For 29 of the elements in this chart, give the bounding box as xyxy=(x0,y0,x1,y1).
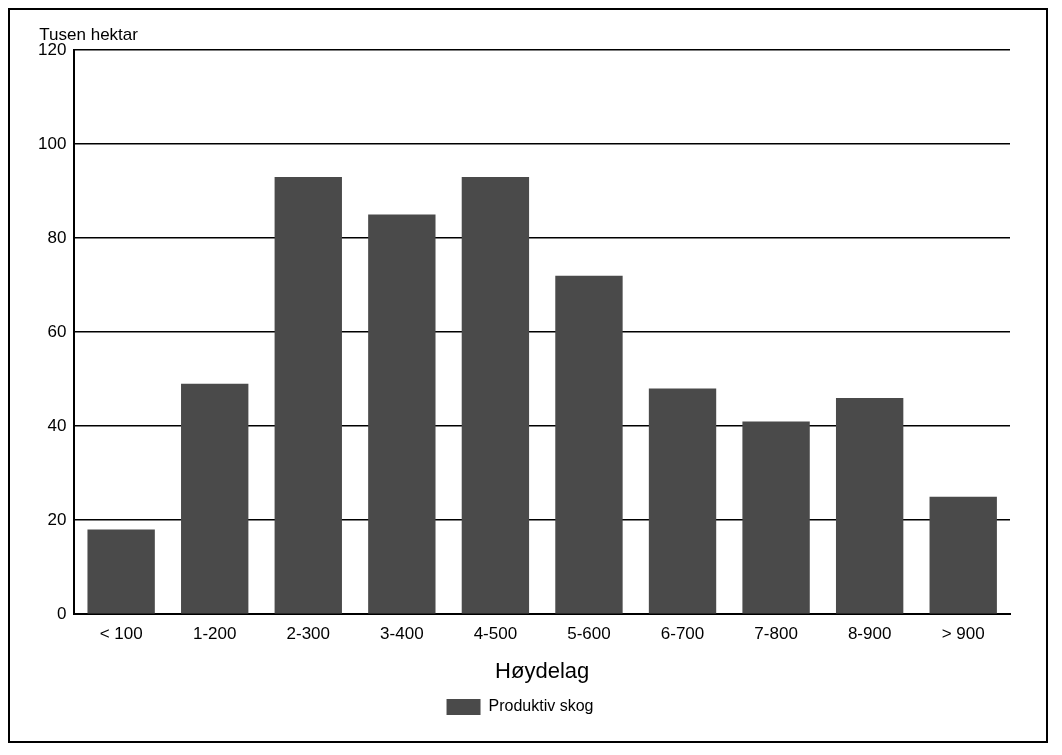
bar xyxy=(368,214,436,614)
y-tick-label: 80 xyxy=(47,227,67,247)
bar xyxy=(929,496,997,614)
x-tick-label: < 100 xyxy=(99,624,143,644)
x-tick-label: 7-800 xyxy=(754,624,798,644)
x-tick-label: 2-300 xyxy=(286,624,331,644)
bar xyxy=(742,421,810,614)
bar xyxy=(835,397,904,614)
y-tick-label: 100 xyxy=(37,133,67,153)
x-tick-label: 6-700 xyxy=(660,624,705,644)
x-axis-title: Høydelag xyxy=(495,657,590,683)
bar xyxy=(181,383,249,614)
x-tick-label: > 900 xyxy=(941,624,985,644)
x-tick-label: 8-900 xyxy=(847,624,892,644)
bar xyxy=(87,529,155,614)
x-tick-label: 5-600 xyxy=(567,624,611,644)
y-tick-label: 20 xyxy=(47,509,67,529)
x-tick-label: 3-400 xyxy=(380,624,424,644)
x-tick-label: 4-500 xyxy=(473,624,518,644)
y-tick-label: 60 xyxy=(47,321,67,341)
bar xyxy=(461,176,530,614)
legend-label: Produktiv skog xyxy=(488,697,594,715)
bar xyxy=(648,388,717,614)
bar xyxy=(274,176,342,614)
y-tick-label: 0 xyxy=(56,603,67,623)
bar xyxy=(555,275,623,614)
x-tick-label: 1-200 xyxy=(192,624,237,644)
y-tick-label: 40 xyxy=(47,415,67,435)
y-tick-label: 120 xyxy=(37,39,67,59)
